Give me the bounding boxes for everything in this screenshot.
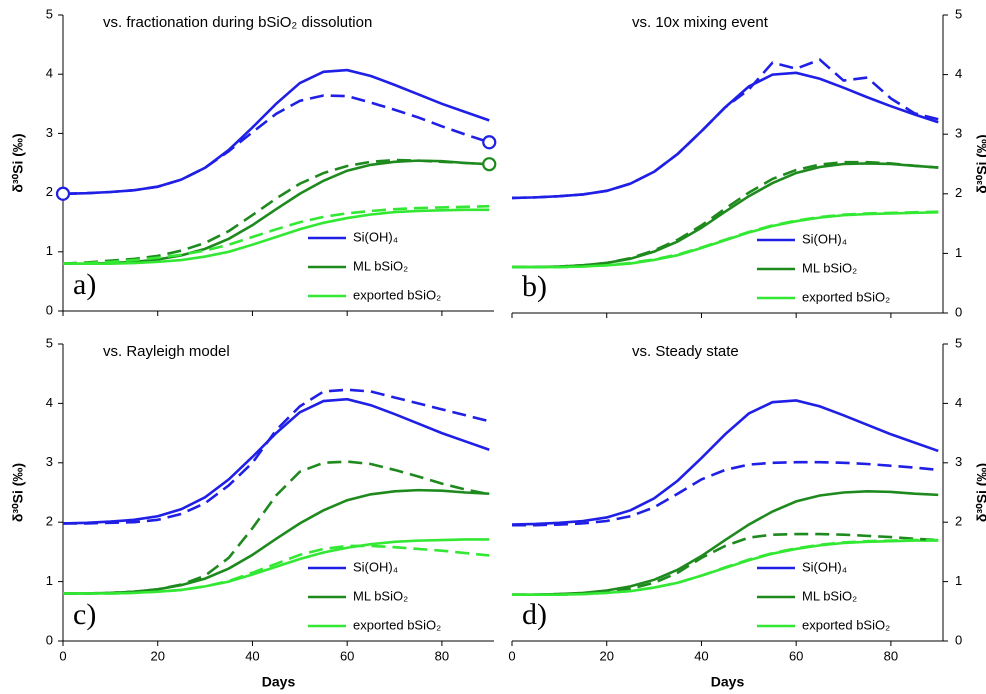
panel-label: b) [522, 270, 547, 303]
legend-label: ML bSiO₂ [353, 258, 408, 273]
y-tick-label: 2 [46, 514, 53, 529]
legend-label: exported bSiO₂ [802, 617, 890, 632]
legend-label: ML bSiO₂ [802, 260, 857, 275]
line [63, 488, 490, 595]
chart-title: vs. Steady state [632, 343, 739, 360]
x-tick-label: 40 [694, 648, 708, 663]
dashed-line [511, 58, 939, 200]
x-tick-label: 40 [245, 648, 259, 663]
x-axis-label: Days [262, 674, 296, 690]
x-tick-label: 0 [508, 648, 515, 663]
line [512, 162, 939, 269]
y-tick-label: 3 [955, 454, 962, 469]
marker [55, 186, 71, 201]
x-axis-label: Days [711, 674, 745, 690]
dashed-line [63, 460, 490, 595]
y-axis-label: δ³⁰Si (‰) [974, 134, 986, 193]
line [512, 490, 939, 596]
panel-label: a) [73, 268, 96, 301]
y-tick-label: 0 [955, 632, 962, 647]
legend-label: ML bSiO₂ [802, 588, 857, 603]
legend-label: Si(OH)₄ [802, 559, 847, 574]
legend-label: Si(OH)₄ [353, 229, 398, 244]
chart-title: vs. Rayleigh model [103, 343, 230, 360]
y-tick-label: 5 [46, 6, 53, 21]
x-tick-label: 80 [435, 648, 449, 663]
x-tick-label: 80 [884, 648, 898, 663]
x-tick-label: 60 [340, 648, 354, 663]
y-tick-label: 1 [46, 573, 53, 588]
dashed-line [63, 544, 490, 595]
y-tick-label: 1 [46, 243, 53, 258]
dashed-line [62, 204, 490, 265]
line [62, 68, 490, 196]
legend-label: exported bSiO₂ [802, 289, 890, 304]
panel-label: c) [73, 598, 96, 631]
y-tick-label: 4 [955, 66, 962, 81]
line [63, 208, 490, 265]
y-tick-label: 4 [46, 66, 53, 81]
y-tick-label: 2 [46, 184, 53, 199]
dashed-line [63, 388, 490, 525]
y-tick-label: 4 [955, 395, 962, 410]
y-tick-label: 0 [46, 632, 53, 647]
y-axis-label: δ³⁰Si (‰) [10, 133, 26, 192]
x-tick-label: 20 [599, 648, 613, 663]
dashed-line [512, 210, 939, 269]
line [511, 399, 939, 526]
y-tick-label: 3 [955, 126, 962, 141]
chart-title: vs. 10x mixing event [632, 14, 769, 31]
x-tick-label: 0 [59, 648, 66, 663]
dashed-line [62, 94, 490, 196]
legend-label: Si(OH)₄ [802, 231, 847, 246]
y-tick-label: 3 [46, 454, 53, 469]
y-tick-label: 5 [46, 335, 53, 350]
y-tick-label: 3 [46, 125, 53, 140]
y-tick-label: 2 [955, 185, 962, 200]
y-tick-label: 1 [955, 245, 962, 260]
x-tick-label: 60 [789, 648, 803, 663]
panel-label: d) [522, 598, 547, 631]
y-tick-label: 0 [955, 304, 962, 319]
chart-title: vs. fractionation during bSiO₂ dissoluti… [103, 14, 372, 31]
y-axis-label: δ³⁰Si (‰) [974, 463, 986, 522]
line [511, 71, 939, 200]
legend-label: ML bSiO₂ [353, 588, 408, 603]
x-tick-label: 20 [150, 648, 164, 663]
y-tick-label: 1 [955, 573, 962, 588]
line [63, 538, 490, 595]
legend-label: Si(OH)₄ [353, 559, 398, 574]
marker [482, 135, 497, 150]
y-tick-label: 4 [46, 395, 53, 410]
y-tick-label: 0 [46, 302, 53, 317]
marker [482, 157, 497, 172]
line [63, 159, 490, 265]
legend-label: exported bSiO₂ [353, 617, 441, 632]
dashed-line [512, 460, 939, 527]
dashed-line [512, 532, 939, 596]
y-axis-label: δ³⁰Si (‰) [10, 463, 26, 522]
dashed-line [512, 538, 939, 596]
y-tick-label: 5 [955, 335, 962, 350]
y-tick-label: 5 [955, 6, 962, 21]
y-tick-label: 2 [955, 514, 962, 529]
legend-label: exported bSiO₂ [353, 287, 441, 302]
line [62, 397, 490, 525]
